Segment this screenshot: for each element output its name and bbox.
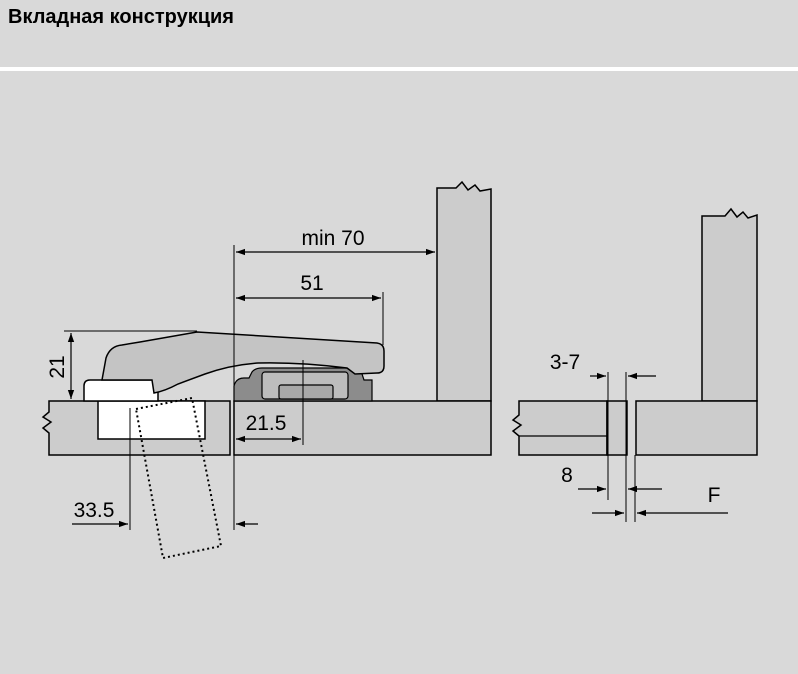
hinge-cup-recess xyxy=(97,400,206,440)
gap-label: 3-7 xyxy=(550,351,580,374)
right-cabinet-bottom xyxy=(635,400,758,456)
page-header: Вкладная конструкция xyxy=(0,0,798,67)
right-door-board xyxy=(511,400,608,456)
plate-offset-label: 21.5 xyxy=(246,412,287,435)
f-label: F xyxy=(708,484,721,507)
arm-length-label: 51 xyxy=(300,272,323,295)
min-70-label: min 70 xyxy=(301,227,364,250)
right-door-edge xyxy=(606,400,628,456)
page-title: Вкладная конструкция xyxy=(8,6,234,28)
right-side-panel xyxy=(701,207,758,402)
hinge-arm xyxy=(101,331,385,394)
mounting-plate-screw-recess xyxy=(278,384,334,400)
cabinet-side-panel xyxy=(436,180,492,402)
thickness-label: 8 xyxy=(561,464,573,487)
hinge-cup-flange xyxy=(83,379,159,402)
height-label: 21 xyxy=(46,355,69,378)
cup-distance-label: 33.5 xyxy=(74,499,115,522)
